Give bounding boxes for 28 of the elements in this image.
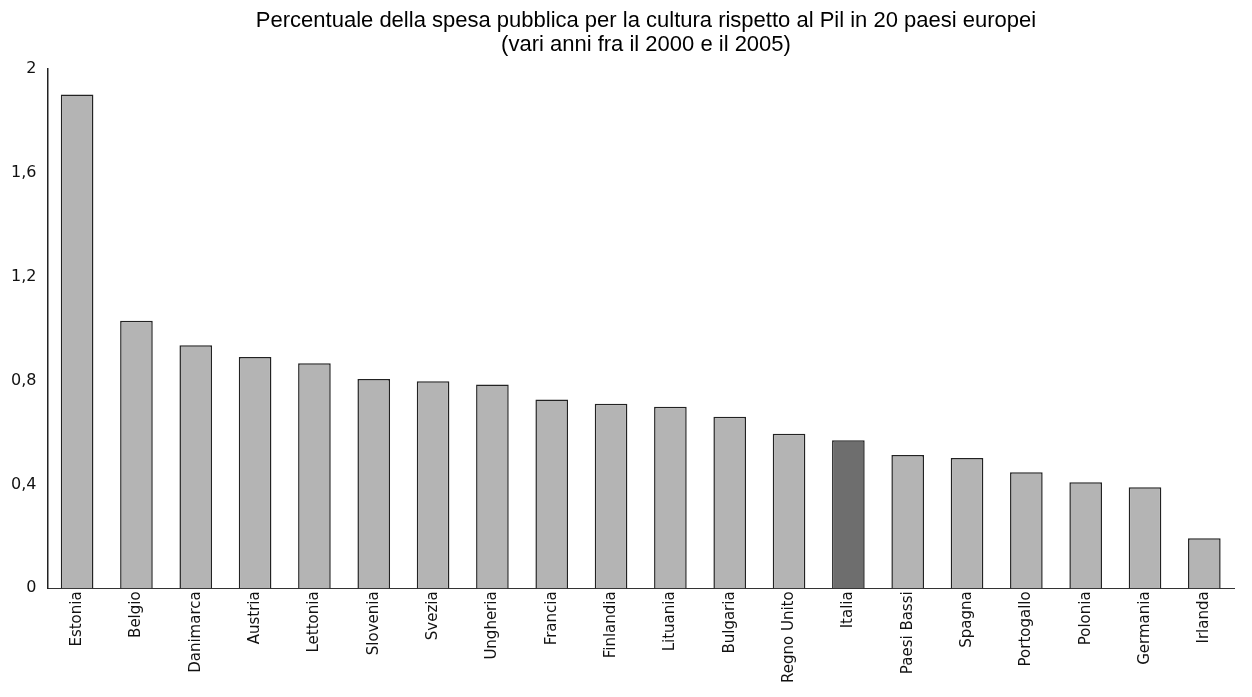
x-tick-label: Slovenia <box>363 591 382 656</box>
x-tick-label: Italia <box>838 591 857 629</box>
y-tick-label: 0 <box>26 577 37 597</box>
x-tick-label: Spagna <box>956 591 975 648</box>
x-tick-label: Polonia <box>1075 591 1094 646</box>
x-tick-label: Irlanda <box>1194 591 1213 644</box>
x-tick-label: Austria <box>244 591 263 645</box>
x-tick-label: Finlandia <box>600 591 619 659</box>
x-tick-label: Ungheria <box>482 591 501 660</box>
chart-title: Percentuale della spesa pubblica per la cultura rispetto al Pil in 20 paesi europei <box>254 7 1038 32</box>
y-tick-label: 2 <box>26 57 37 77</box>
chart-subtitle: (vari anni fra il 2000 e il 2005) <box>501 31 792 56</box>
y-tick-label: 1,6 <box>10 161 37 181</box>
x-tick-label: Estonia <box>67 591 85 647</box>
x-tick-label: Regno Unito <box>778 591 797 684</box>
y-tick-label: 0,8 <box>10 369 37 389</box>
x-tick-label: Portogallo <box>1016 591 1035 667</box>
x-tick-label: Lettonia <box>304 591 323 653</box>
y-tick-label: 0,4 <box>10 473 37 493</box>
y-tick-label: 1,2 <box>10 265 37 285</box>
x-tick-label: Lituania <box>660 591 679 652</box>
x-tick-label: Bulgaria <box>719 591 738 654</box>
x-tick-label: Francia <box>541 591 560 646</box>
x-tick-label: Svezia <box>422 591 441 641</box>
x-tick-label: Belgio <box>126 591 145 638</box>
x-tick-label: Paesi Bassi <box>897 591 916 675</box>
x-tick-label: Danimarca <box>185 591 204 673</box>
x-tick-label: Germania <box>1134 591 1153 665</box>
